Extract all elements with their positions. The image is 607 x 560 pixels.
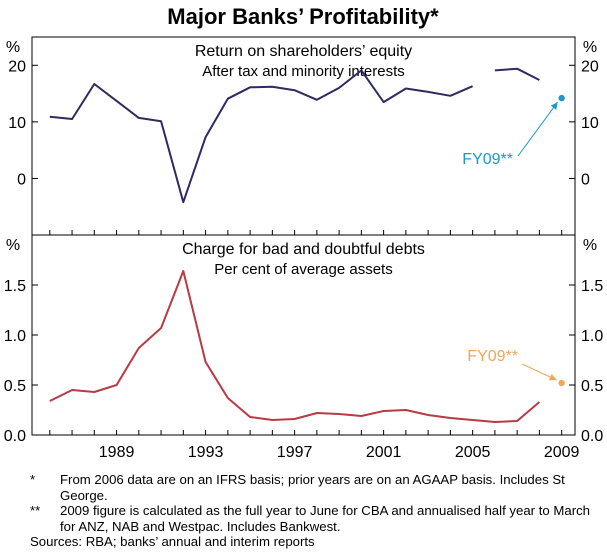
sources-note: Sources: RBA; banks’ annual and interim … xyxy=(30,534,315,550)
panel-subtitle: Per cent of average assets xyxy=(214,261,392,278)
y-tick-label-left: 0.5 xyxy=(4,378,26,395)
footnote-2: ** 2009 figure is calculated as the full… xyxy=(30,503,590,534)
footnote-marker: ** xyxy=(30,503,41,519)
y-tick-label-right: 0 xyxy=(581,171,590,188)
x-tick-label: 1993 xyxy=(188,444,224,461)
chart-title: Major Banks’ Profitability* xyxy=(167,4,439,29)
footnote-1: * From 2006 data are on an IFRS basis; p… xyxy=(30,472,590,503)
panel-1: Return on shareholders’ equity After tax … xyxy=(6,36,599,236)
y-tick-label-right: 1.0 xyxy=(581,328,603,345)
footnote-text: From 2006 data are on an IFRS basis; pri… xyxy=(60,472,565,503)
fy09-arrow-line xyxy=(517,101,559,157)
fy09-marker xyxy=(558,94,565,102)
footnote-text: 2009 figure is calculated as the full ye… xyxy=(60,503,591,534)
y-unit-label-right: % xyxy=(583,39,597,56)
series-line-1 xyxy=(49,270,541,423)
fy09-marker xyxy=(558,379,565,387)
chart-figure: Major Banks’ Profitability* Return on sh… xyxy=(4,4,604,461)
panel-title: Return on shareholders’ equity xyxy=(195,43,412,60)
x-tick-label: 1989 xyxy=(99,444,135,461)
x-tick-label: 1997 xyxy=(277,444,313,461)
y-tick-label-right: 0.5 xyxy=(581,378,603,395)
y-tick-label-right: 20 xyxy=(581,58,599,75)
fy09-arrow-head xyxy=(548,373,557,381)
y-tick-label-left: 20 xyxy=(8,58,26,75)
panel-subtitle: After tax and minority interests xyxy=(202,63,405,80)
fy09-label: FY09** xyxy=(467,348,518,365)
fy09-arrow-head xyxy=(550,102,558,110)
y-unit-label-right: % xyxy=(583,237,597,254)
y-tick-label-left: 10 xyxy=(8,115,26,132)
x-tick-label: 2009 xyxy=(544,444,580,461)
y-unit-label-left: % xyxy=(6,39,20,56)
y-tick-label-right: 10 xyxy=(581,115,599,132)
panel-title: Charge for bad and doubtful debts xyxy=(182,241,425,258)
y-tick-label-right: 0.0 xyxy=(581,428,603,445)
y-tick-label-right: 1.5 xyxy=(581,278,603,295)
x-tick-label: 2005 xyxy=(455,444,491,461)
y-tick-label-left: 1.5 xyxy=(4,278,26,295)
chart-panels: Return on shareholders’ equity After tax … xyxy=(4,36,603,461)
chart-notes: * From 2006 data are on an IFRS basis; p… xyxy=(30,472,590,550)
panel-2: Charge for bad and doubtful debts Per cen… xyxy=(4,234,603,461)
footnote-marker: * xyxy=(30,472,36,487)
y-tick-label-left: 0.0 xyxy=(4,428,26,445)
y-tick-label-left: 1.0 xyxy=(4,328,26,345)
series-line-1 xyxy=(49,69,473,204)
y-unit-label-left: % xyxy=(6,237,20,254)
fy09-label: FY09** xyxy=(462,151,513,168)
y-tick-label-left: 0 xyxy=(17,171,26,188)
x-tick-label: 2001 xyxy=(366,444,402,461)
series-line-2 xyxy=(494,67,540,81)
